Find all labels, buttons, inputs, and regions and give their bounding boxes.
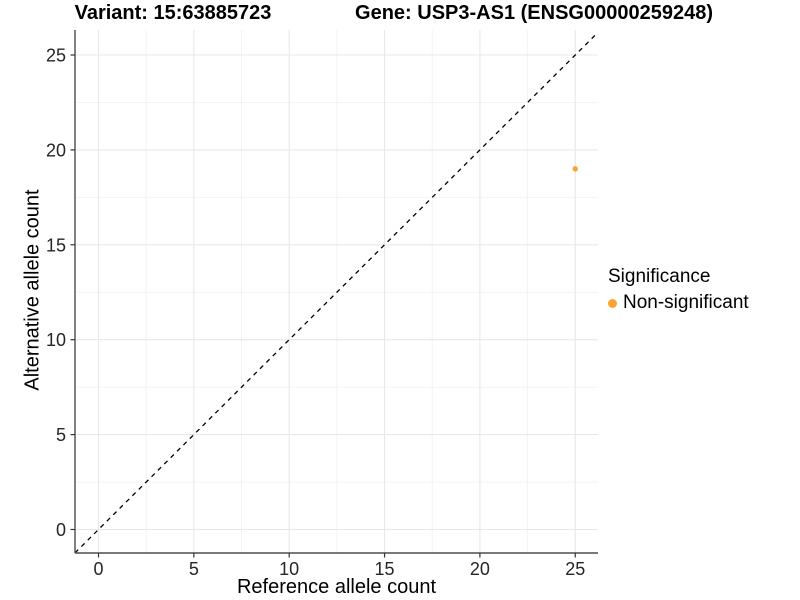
y-tick-label: 20: [46, 140, 66, 160]
y-tick-label: 0: [56, 520, 66, 540]
x-tick-label: 25: [565, 559, 585, 579]
plot-title-variant: Variant: 15:63885723: [74, 2, 272, 24]
x-tick-label: 20: [470, 559, 490, 579]
x-tick-label: 15: [375, 559, 395, 579]
plot-title-gene: Gene: USP3-AS1 (ENSG00000259248): [355, 2, 713, 24]
legend-item-label: Non-significant: [623, 292, 749, 313]
legend-point-icon: [608, 298, 617, 308]
legend: Significance Non-significant: [608, 266, 749, 314]
y-tick-label: 5: [56, 425, 66, 445]
y-tick-label: 10: [46, 330, 66, 350]
legend-title: Significance: [608, 266, 711, 287]
x-axis-title: Reference allele count: [236, 576, 436, 598]
x-tick-label: 10: [279, 559, 299, 579]
y-axis-title: Alternative allele count: [21, 189, 44, 391]
x-tick-label: 5: [189, 559, 199, 579]
y-tick-label: 15: [46, 235, 66, 255]
y-tick-label: 25: [46, 46, 66, 66]
identity-reference-line: [74, 31, 599, 554]
legend-item: Non-significant: [608, 292, 749, 314]
data-point: [572, 166, 578, 172]
x-tick-label: 0: [93, 559, 103, 579]
